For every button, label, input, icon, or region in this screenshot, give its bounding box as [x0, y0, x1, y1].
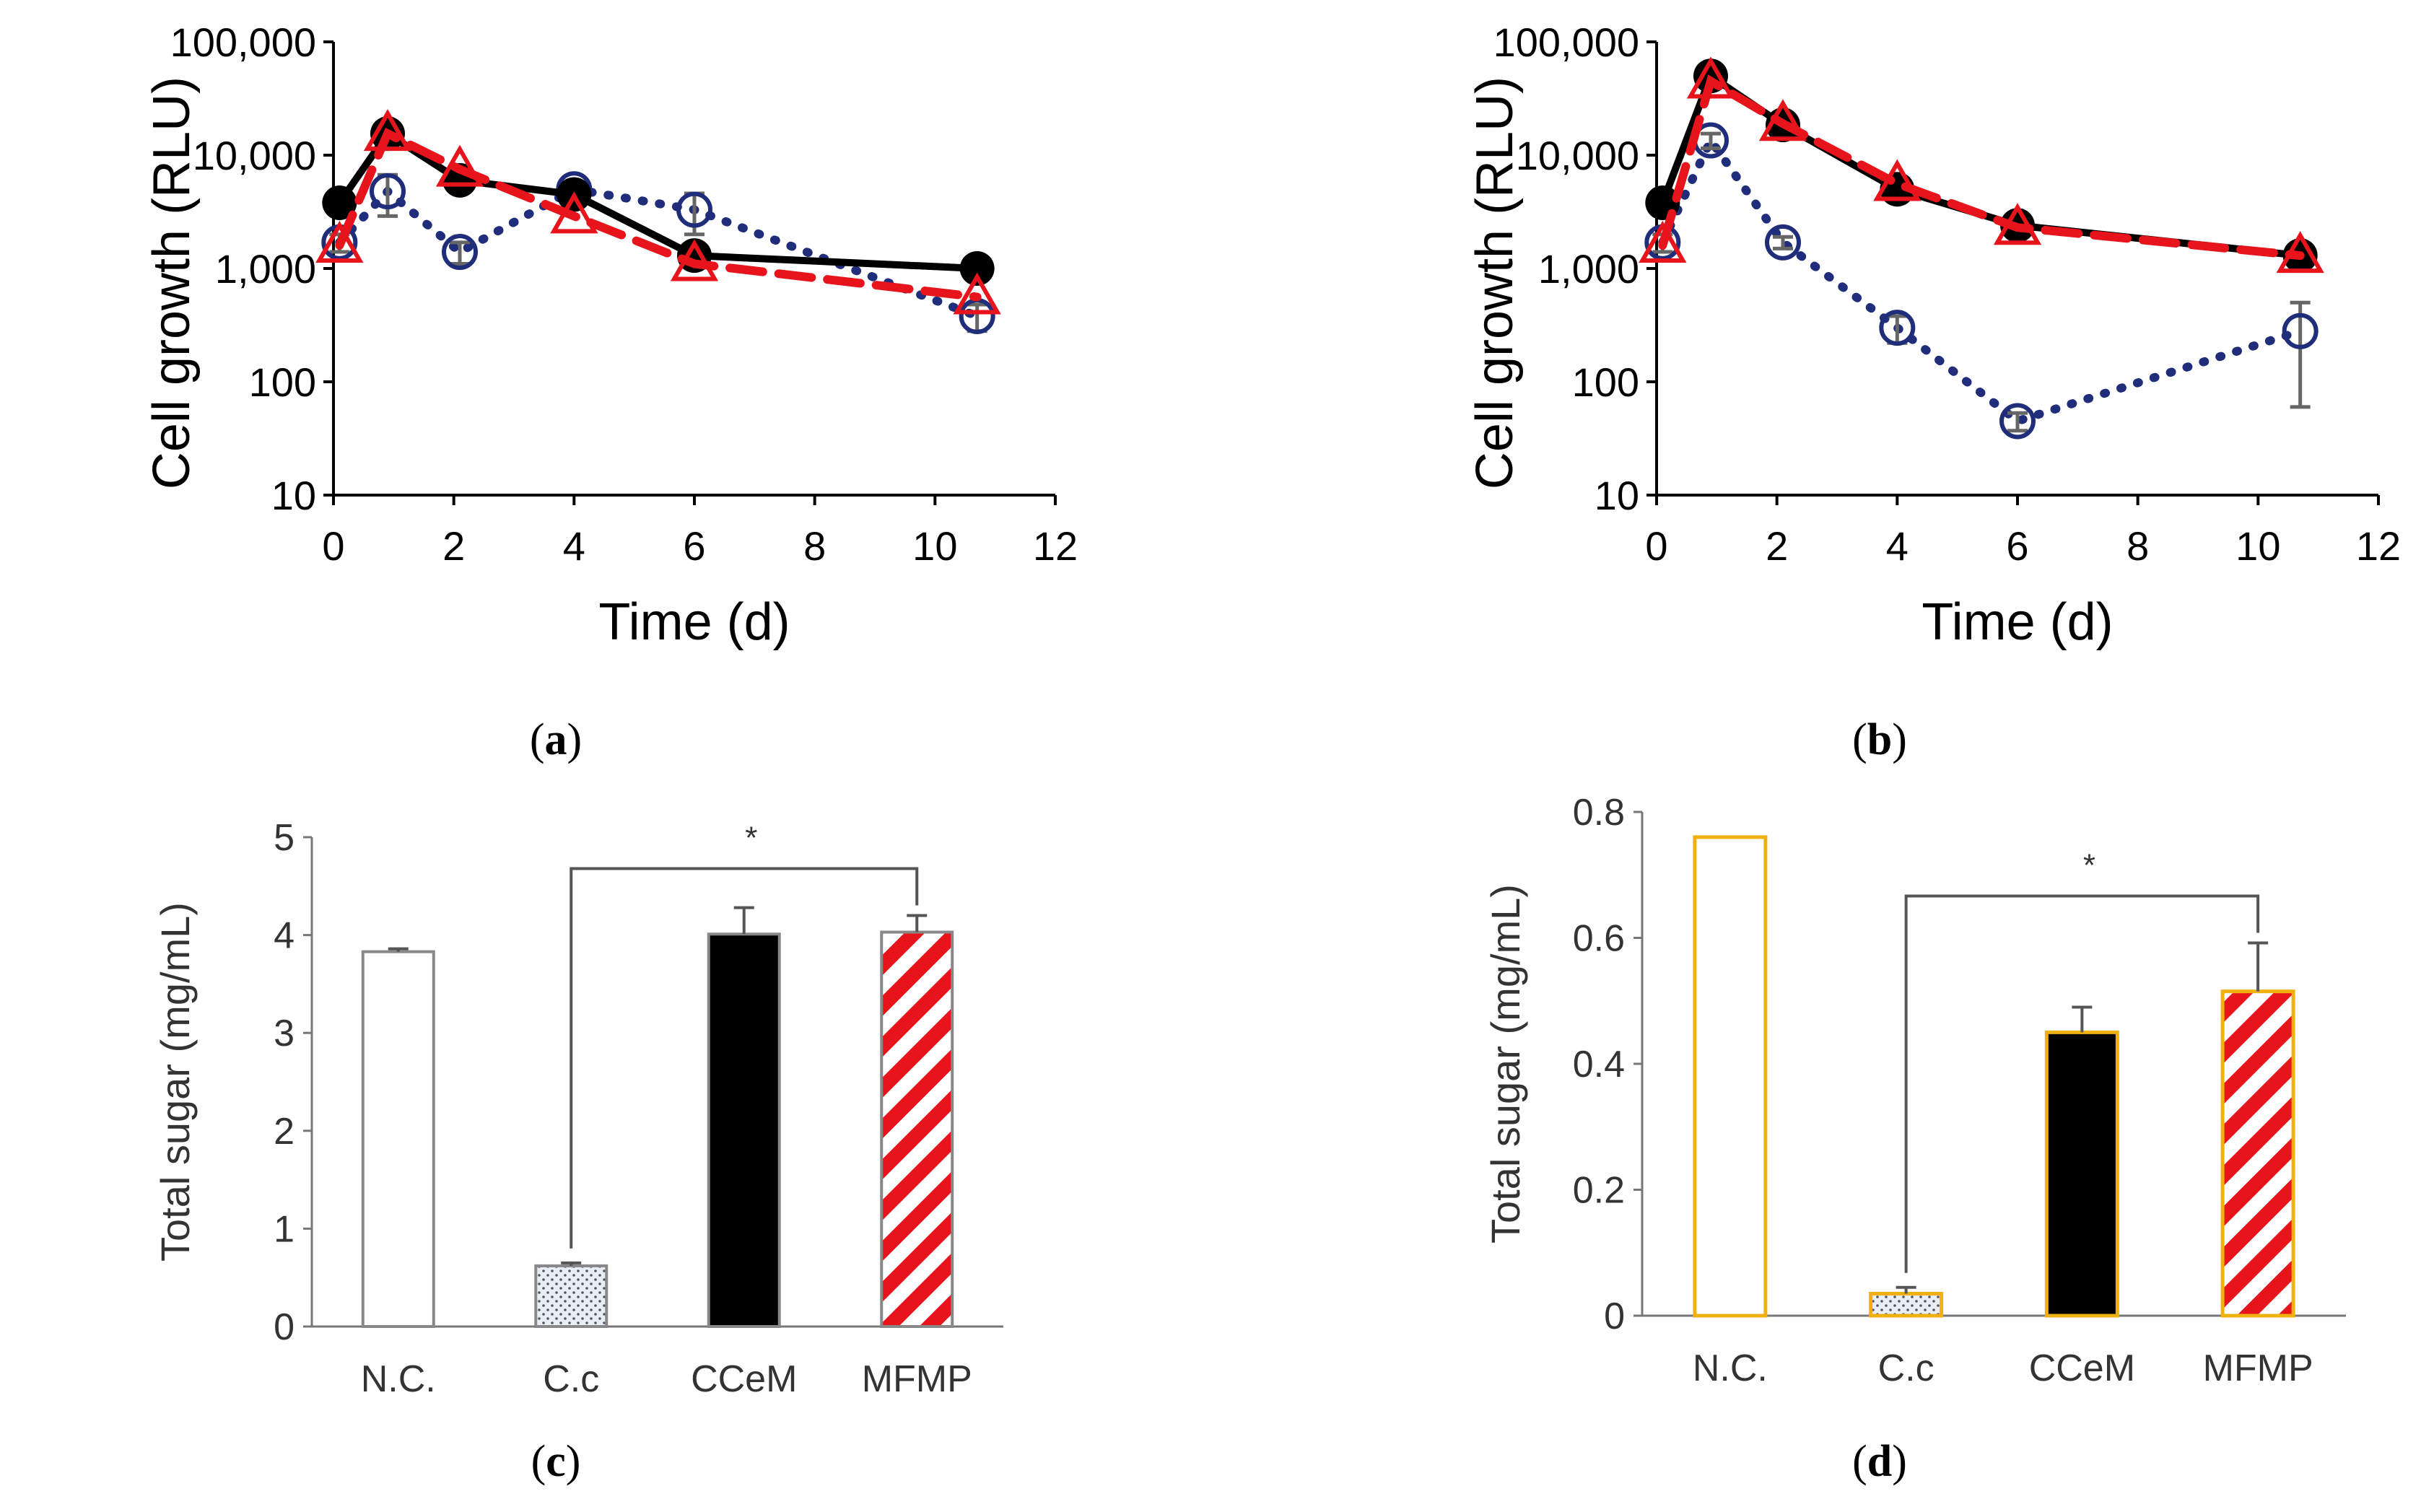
- panel-label: (b): [1852, 715, 1907, 764]
- x-tick-label: 0: [322, 523, 344, 569]
- y-tick-label: 100,000: [1493, 19, 1639, 65]
- x-tick-label: CCeM: [691, 1358, 797, 1400]
- y-tick-label: 1,000: [215, 246, 316, 292]
- x-tick-label: 0: [1645, 523, 1667, 569]
- data-point-mfmp: [1873, 159, 1921, 201]
- x-tick-label: MFMP: [2203, 1347, 2313, 1389]
- y-tick-label: 10: [1595, 473, 1639, 518]
- y-tick-label: 10,000: [193, 133, 316, 178]
- data-point-mfmp: [2276, 231, 2324, 274]
- data-point-mfmp: [1686, 56, 1735, 99]
- x-tick-label: C.c: [543, 1358, 599, 1400]
- y-tick-label: 10,000: [1516, 133, 1639, 178]
- bar-nc: [1693, 835, 1768, 1318]
- y-axis-title: Cell growth (RLU): [143, 77, 201, 489]
- data-point-mfmp: [435, 144, 484, 187]
- panel-label: (d): [1852, 1437, 1907, 1486]
- x-tick-label: 10: [912, 523, 957, 569]
- y-axis-title: Total sugar (mg/mL): [152, 902, 198, 1262]
- x-axis-title: Time (d): [1921, 593, 2113, 651]
- y-axis-title: Cell growth (RLU): [1466, 77, 1524, 489]
- bar-cc: [534, 1264, 608, 1328]
- x-tick-label: 10: [2235, 523, 2280, 569]
- data-point-mfmp: [1758, 99, 1807, 141]
- y-tick-label: 1,000: [1538, 246, 1639, 292]
- data-point-cc: [1765, 224, 1801, 261]
- y-tick-label: 100: [249, 359, 316, 405]
- data-point-mfmp: [953, 272, 1001, 315]
- bar-mfmp: [880, 930, 954, 1328]
- y-tick-label: 0: [1604, 1295, 1625, 1337]
- data-point-mfmp: [670, 239, 719, 281]
- series-line-mfmp: [335, 127, 982, 302]
- data-point-cc: [370, 173, 406, 210]
- x-tick-label: MFMP: [862, 1358, 972, 1400]
- y-axis-title: Total sugar (mg/mL): [1483, 884, 1528, 1244]
- chart-c: 0 1 2 3 4 5 Total sugar (mg/mL) N.C. C.c CCeM MFMP…: [152, 817, 1003, 1486]
- x-tick-label: CCeM: [2029, 1347, 2135, 1389]
- y-tick-label: 100: [1572, 359, 1639, 405]
- y-tick-label: 100,000: [170, 19, 316, 65]
- bar-ccem: [2044, 1030, 2119, 1318]
- data-point-cc: [1999, 403, 2036, 440]
- series-line-mfmp: [1658, 74, 2305, 261]
- y-tick-label: 0: [274, 1306, 295, 1348]
- y-tick-label: 0.8: [1573, 792, 1625, 834]
- chart-b: 10 100 1,000 10,000 100,000 0 2 4 6 8 10 12 Time (d)…: [1466, 19, 2401, 764]
- x-tick-label: 12: [2356, 523, 2401, 569]
- bar-mfmp: [2220, 989, 2295, 1318]
- panel-label: (c): [531, 1437, 581, 1486]
- data-point-mfmp: [1639, 220, 1687, 263]
- y-tick-label: 5: [274, 817, 295, 859]
- bar-ccem: [707, 932, 781, 1328]
- data-point-mfmp: [315, 220, 364, 263]
- x-tick-label: 8: [803, 523, 826, 569]
- x-tick-label: 2: [1766, 523, 1788, 569]
- series-line-ccem: [1659, 70, 2304, 260]
- x-tick-label: 4: [1886, 523, 1909, 569]
- y-tick-label: 0.6: [1573, 918, 1625, 960]
- series-line-cc: [1658, 131, 2305, 427]
- data-point-cc: [442, 234, 478, 271]
- data-point-cc: [2282, 313, 2319, 349]
- bar-nc: [361, 950, 435, 1328]
- data-point-cc: [676, 191, 712, 228]
- y-tick-label: 3: [274, 1013, 295, 1054]
- y-tick-label: 0.2: [1573, 1170, 1625, 1212]
- data-point-mfmp: [550, 191, 598, 234]
- y-tick-label: 4: [274, 915, 295, 957]
- x-tick-label: N.C.: [1693, 1347, 1768, 1389]
- x-tick-label: C.c: [1878, 1347, 1934, 1389]
- significance-bracket: [1904, 894, 2260, 1273]
- significance-star: *: [2083, 847, 2095, 883]
- x-tick-label: 8: [2126, 523, 2149, 569]
- data-point-cc: [1879, 310, 1916, 346]
- chart-a: 10 100 1,000 10,000 100,000 0 2 4 6 8 10 12 Time (d)…: [143, 19, 1078, 764]
- data-point-ccem: [959, 251, 995, 286]
- x-tick-label: 6: [683, 523, 705, 569]
- x-axis-title: Time (d): [598, 593, 790, 651]
- bar-cc: [1869, 1291, 1944, 1318]
- x-tick-label: 12: [1033, 523, 1078, 569]
- y-tick-label: 2: [274, 1111, 295, 1153]
- x-tick-label: N.C.: [361, 1358, 436, 1400]
- significance-bracket: [570, 867, 919, 1249]
- data-point-ccem: [322, 185, 357, 220]
- panel-label: (a): [530, 715, 582, 764]
- y-tick-label: 0.4: [1573, 1044, 1625, 1085]
- significance-star: *: [745, 820, 757, 855]
- y-tick-label: 1: [274, 1208, 295, 1250]
- chart-d: 0 0.2 0.4 0.6 0.8 Total sugar (mg/mL) N.C. C.c C…: [1483, 792, 2346, 1486]
- data-point-mfmp: [363, 109, 412, 152]
- series-line-cc: [335, 184, 982, 320]
- x-tick-label: 6: [2006, 523, 2028, 569]
- x-tick-label: 2: [442, 523, 465, 569]
- data-point-mfmp: [1993, 203, 2042, 245]
- y-tick-label: 10: [271, 473, 316, 518]
- x-tick-label: 4: [563, 523, 585, 569]
